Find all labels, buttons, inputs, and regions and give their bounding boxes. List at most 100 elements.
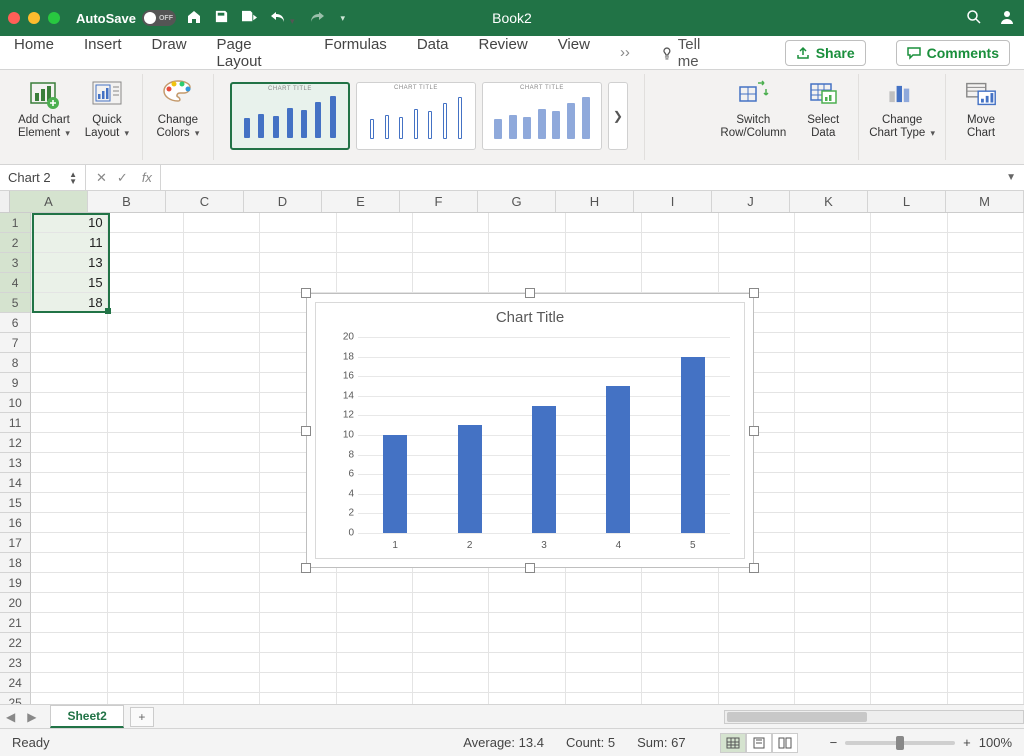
switch-row-column-button[interactable]: Switch Row/Column — [720, 76, 786, 140]
cell[interactable] — [260, 673, 336, 693]
cell[interactable] — [871, 213, 947, 233]
page-break-view-button[interactable] — [772, 733, 798, 753]
cell[interactable] — [184, 673, 260, 693]
cell[interactable] — [31, 313, 107, 333]
cell[interactable] — [871, 253, 947, 273]
cell[interactable] — [719, 673, 795, 693]
row-header[interactable]: 6 — [0, 313, 31, 333]
cell[interactable] — [719, 233, 795, 253]
cell[interactable] — [871, 553, 947, 573]
cell[interactable]: 18 — [31, 293, 107, 313]
cell[interactable] — [31, 433, 107, 453]
cell[interactable] — [871, 573, 947, 593]
column-header[interactable]: H — [556, 191, 634, 212]
change-colors-button[interactable]: Change Colors ▾ — [153, 76, 203, 140]
normal-view-button[interactable] — [720, 733, 746, 753]
cell[interactable] — [566, 273, 642, 293]
autosave-toggle[interactable]: AutoSave OFF — [76, 10, 176, 26]
chevron-down-icon[interactable]: ▾ — [125, 128, 130, 138]
column-header[interactable]: J — [712, 191, 790, 212]
row-header[interactable]: 11 — [0, 413, 31, 433]
row-header[interactable]: 19 — [0, 573, 31, 593]
cell[interactable] — [108, 513, 184, 533]
tab-insert[interactable]: Insert — [84, 30, 122, 76]
column-header[interactable]: M — [946, 191, 1024, 212]
chevron-down-icon[interactable]: ▾ — [290, 16, 295, 26]
cell[interactable] — [413, 593, 489, 613]
cell[interactable] — [948, 553, 1024, 573]
cell[interactable] — [489, 613, 565, 633]
cell[interactable] — [260, 653, 336, 673]
save-icon[interactable] — [214, 9, 229, 27]
cell[interactable] — [184, 453, 260, 473]
row-header[interactable]: 8 — [0, 353, 31, 373]
cell[interactable] — [184, 473, 260, 493]
row-header[interactable]: 23 — [0, 653, 31, 673]
column-header[interactable]: G — [478, 191, 556, 212]
cell[interactable] — [108, 313, 184, 333]
cell[interactable] — [184, 393, 260, 413]
cell[interactable]: 10 — [31, 213, 107, 233]
cell[interactable] — [948, 613, 1024, 633]
cell[interactable] — [108, 433, 184, 453]
cell[interactable] — [719, 213, 795, 233]
sheet-tab-active[interactable]: Sheet2 — [50, 705, 123, 728]
cell[interactable] — [413, 253, 489, 273]
gallery-next-button[interactable]: ❯ — [608, 82, 628, 150]
cell[interactable] — [489, 573, 565, 593]
column-header[interactable]: C — [166, 191, 244, 212]
cell[interactable] — [108, 373, 184, 393]
cell[interactable] — [795, 553, 871, 573]
cell[interactable] — [719, 593, 795, 613]
cell[interactable] — [871, 633, 947, 653]
cell[interactable] — [948, 513, 1024, 533]
cell[interactable] — [795, 293, 871, 313]
chevron-down-icon[interactable]: ▾ — [195, 128, 200, 138]
cell[interactable] — [260, 633, 336, 653]
cell[interactable] — [184, 633, 260, 653]
cell[interactable] — [413, 633, 489, 653]
cell[interactable] — [184, 533, 260, 553]
cell[interactable] — [795, 393, 871, 413]
cell[interactable] — [337, 213, 413, 233]
chart-title[interactable]: Chart Title — [316, 303, 744, 328]
cell[interactable] — [871, 653, 947, 673]
cell[interactable] — [566, 573, 642, 593]
tab-view[interactable]: View — [558, 30, 590, 76]
cell[interactable] — [642, 593, 718, 613]
autosave-switch-icon[interactable]: OFF — [142, 10, 176, 26]
cell[interactable]: 13 — [31, 253, 107, 273]
cell[interactable] — [31, 333, 107, 353]
cell[interactable] — [337, 273, 413, 293]
cell[interactable] — [871, 273, 947, 293]
comments-button[interactable]: Comments — [896, 40, 1010, 66]
cell[interactable] — [31, 493, 107, 513]
cell[interactable] — [260, 593, 336, 613]
cell[interactable] — [31, 353, 107, 373]
cell[interactable] — [795, 513, 871, 533]
cell[interactable] — [413, 213, 489, 233]
cell[interactable] — [413, 653, 489, 673]
cell[interactable] — [184, 433, 260, 453]
cell[interactable] — [489, 653, 565, 673]
row-header[interactable]: 3 — [0, 253, 31, 273]
cell[interactable] — [108, 233, 184, 253]
cell[interactable] — [642, 673, 718, 693]
cell[interactable] — [642, 213, 718, 233]
cell[interactable] — [719, 573, 795, 593]
add-chart-element-button[interactable]: Add Chart Element ▾ — [18, 76, 70, 140]
chart-style-3[interactable]: CHART TITLE — [482, 82, 602, 150]
cell[interactable] — [871, 413, 947, 433]
cell[interactable] — [260, 613, 336, 633]
cell[interactable] — [108, 333, 184, 353]
enter-formula-icon[interactable]: ✓ — [117, 170, 128, 186]
row-header[interactable]: 9 — [0, 373, 31, 393]
horizontal-scrollbar[interactable] — [724, 710, 1024, 724]
cell[interactable] — [108, 253, 184, 273]
cell[interactable] — [948, 533, 1024, 553]
move-chart-button[interactable]: Move Chart — [956, 76, 1006, 140]
cell[interactable] — [184, 373, 260, 393]
cell[interactable] — [489, 213, 565, 233]
cell[interactable] — [31, 653, 107, 673]
cell[interactable] — [948, 473, 1024, 493]
